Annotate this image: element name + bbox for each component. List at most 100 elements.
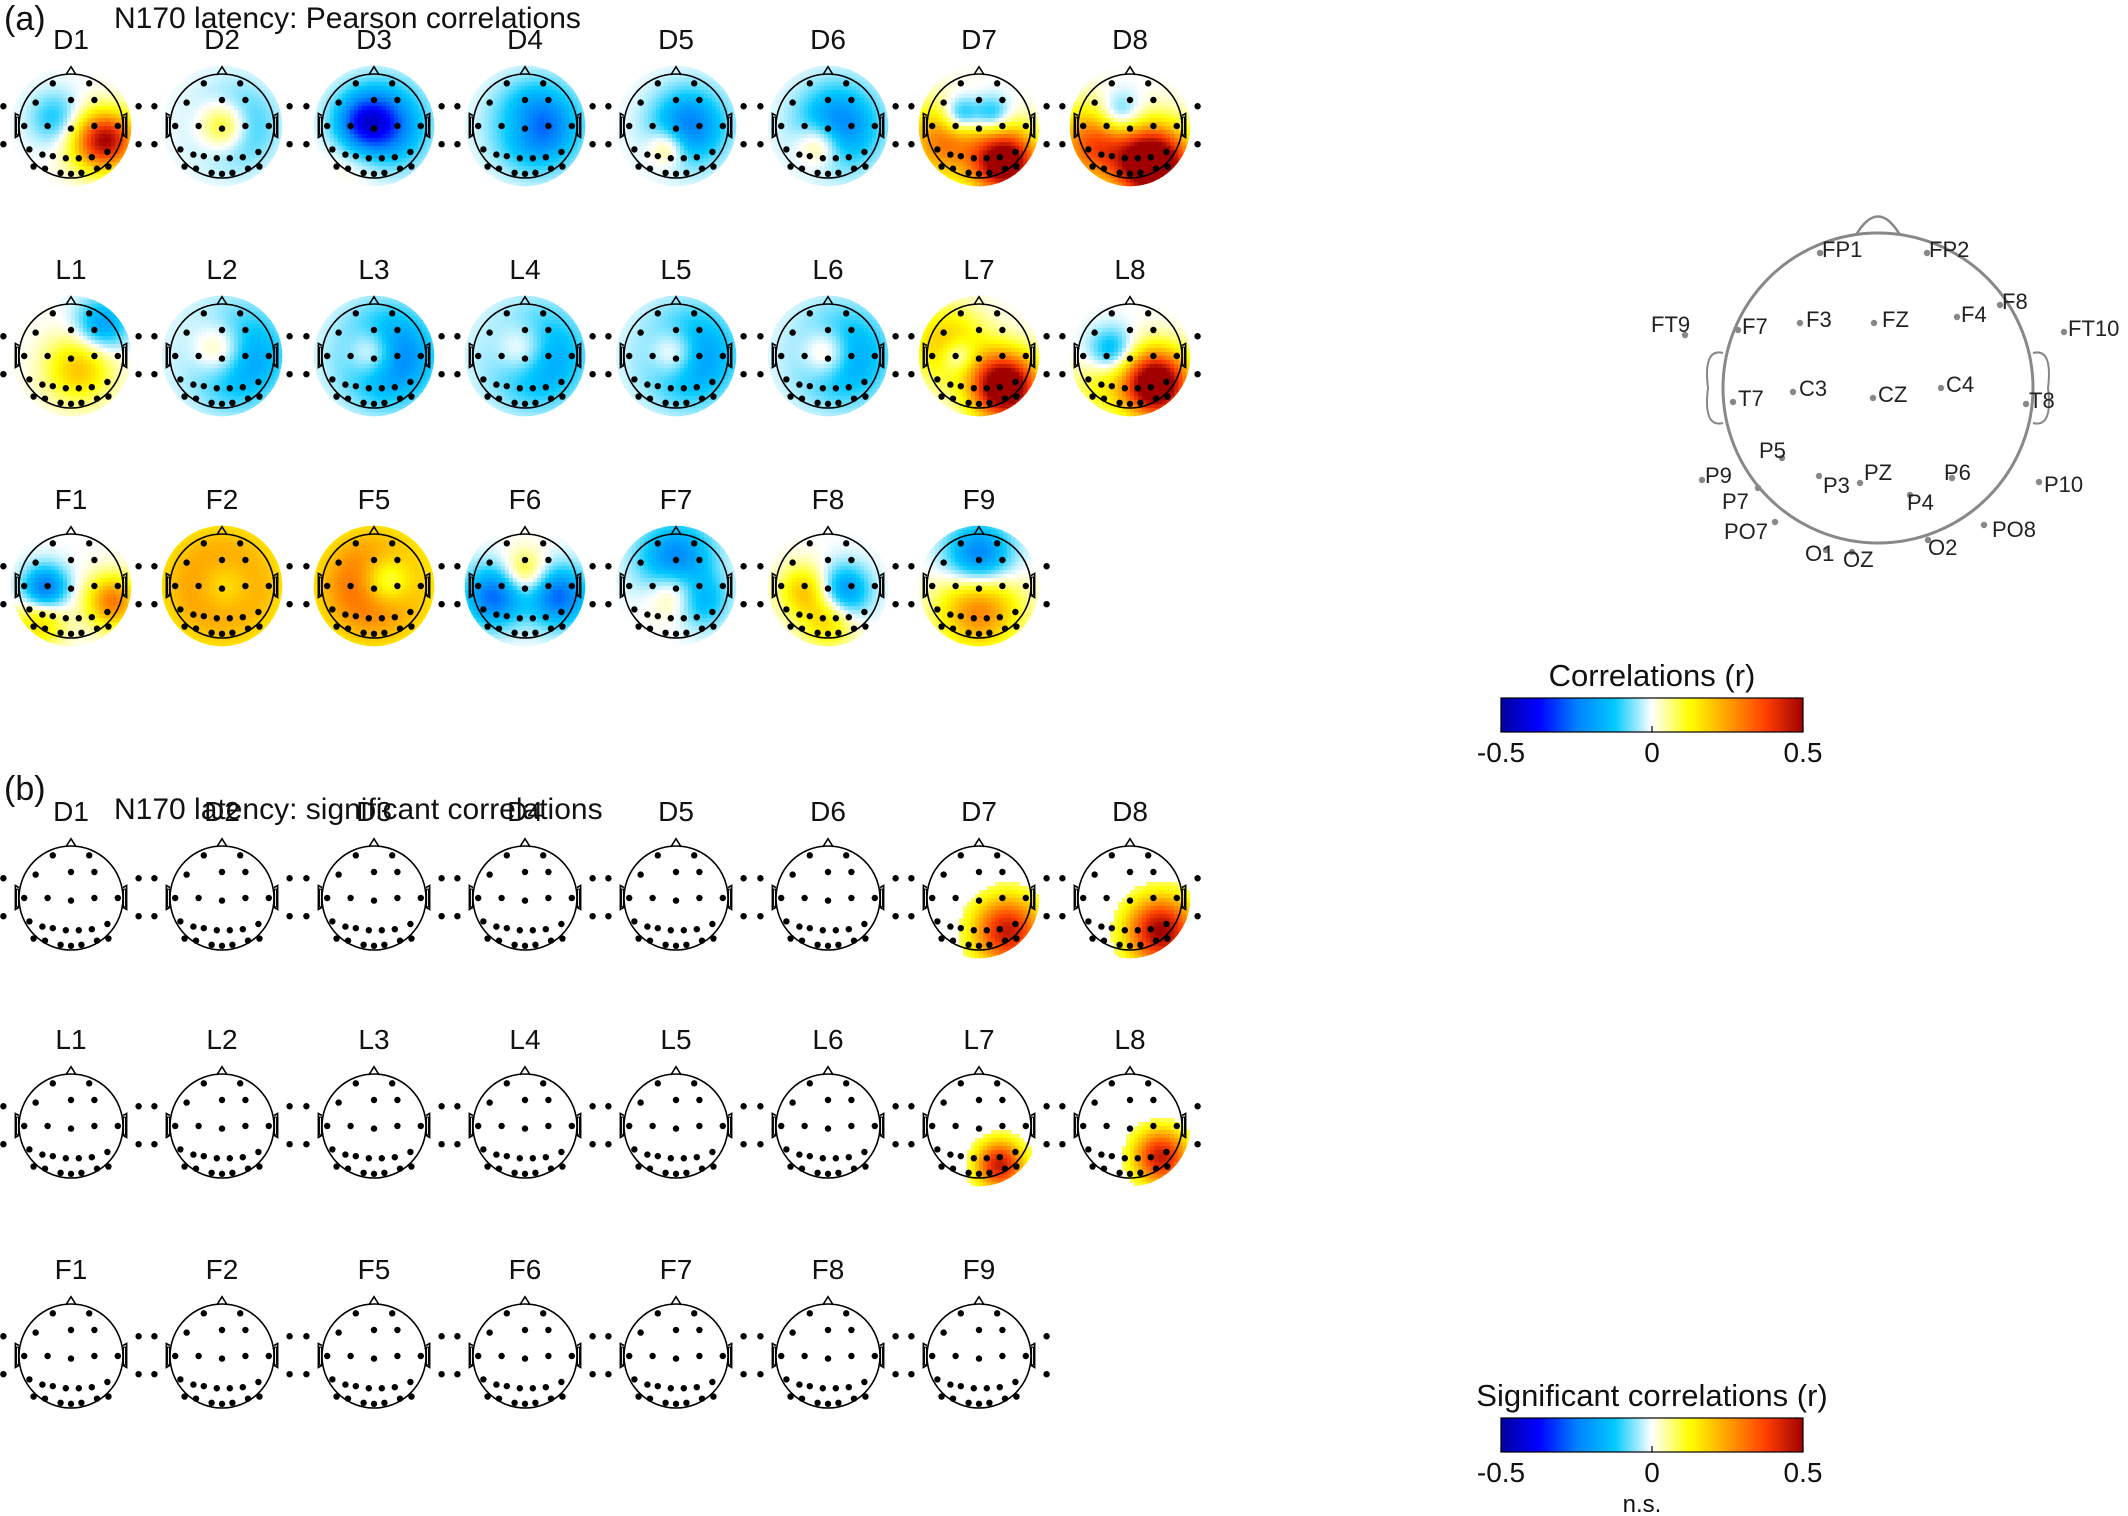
- electrode-dot: [1698, 476, 1706, 484]
- topomap-label: L5: [660, 1024, 691, 1055]
- topomap-label: D6: [810, 796, 846, 827]
- topomap-label: L7: [963, 254, 994, 285]
- topomap-D7: D7: [908, 796, 1050, 959]
- panel-a-title: N170 latency: Pearson correlations: [114, 2, 581, 36]
- colorbar-a: Correlations (r) -0.5 0 0.5: [1477, 658, 1823, 768]
- electrode-dot: [1734, 326, 1742, 334]
- electrode-dot: [1870, 319, 1878, 327]
- topomap-D5: D5: [605, 24, 747, 187]
- topomap-surface: [615, 65, 737, 187]
- topomap-L7: L7: [908, 1024, 1050, 1187]
- electrode-dot: [1980, 521, 1988, 529]
- topomap-label: L4: [509, 1024, 540, 1055]
- topomap-surface: [958, 881, 1040, 959]
- topomap-label: F1: [55, 484, 88, 515]
- electrode-dot: [1869, 394, 1877, 402]
- topomap-D4: D4: [454, 796, 596, 951]
- topomap-L3: L3: [303, 254, 445, 417]
- electrode-label: P7: [1722, 489, 1749, 514]
- electrode-label: PO7: [1724, 519, 1768, 544]
- electrode-label: FT9: [1651, 312, 1690, 337]
- electrode-label: PO8: [1992, 517, 2036, 542]
- electrode-layout-diagram: FP1 FP2 F8 FT9 F7 F3 FZ F4 FT10 T7 C3 CZ C4 T8 P5 P9 P3 P…: [1651, 215, 2119, 572]
- topomap-D8: D8: [1059, 796, 1201, 959]
- topomap-L8: L8: [1059, 254, 1201, 417]
- topomap-label: L2: [206, 254, 237, 285]
- topomap-L2: L2: [151, 254, 293, 417]
- topomap-label: F2: [206, 1254, 239, 1285]
- electrode-dot: [1771, 518, 1779, 526]
- topomap-L7: L7: [908, 254, 1050, 417]
- topomap-label: D5: [658, 24, 694, 55]
- topomap-label: L7: [963, 1024, 994, 1055]
- topomap-label: L1: [55, 1024, 86, 1055]
- electrode-label: P3: [1823, 473, 1850, 498]
- topomap-L8: L8: [1059, 1024, 1201, 1187]
- electrode-dot: [2035, 478, 2043, 486]
- topomap-label: D8: [1112, 24, 1148, 55]
- topomap-L5: L5: [605, 1024, 747, 1179]
- topomap-F2: F2: [151, 484, 293, 647]
- topomap-label: F7: [660, 484, 693, 515]
- topomap-F9: F9: [908, 1254, 1050, 1409]
- electrode-label: C4: [1946, 372, 1974, 397]
- topomap-L1: L1: [0, 1024, 142, 1179]
- topomap-label: D3: [356, 796, 392, 827]
- panel-b-letter: (b): [4, 770, 46, 809]
- electrode-dot: [1906, 491, 1914, 499]
- topomap-D7: D7: [908, 24, 1050, 187]
- topomap-label: F5: [358, 484, 391, 515]
- topomap-D3: D3: [303, 796, 445, 951]
- colorbar-tick: -0.5: [1477, 737, 1525, 768]
- electrode-label: FP2: [1929, 237, 1969, 262]
- topomap-label: D2: [204, 796, 240, 827]
- electrode-label: FT10: [2068, 316, 2119, 341]
- topomap-label: F6: [509, 484, 542, 515]
- topomap-label: L6: [812, 1024, 843, 1055]
- topomap-D8: D8: [1059, 24, 1201, 187]
- electrode-label: F4: [1961, 302, 1987, 327]
- electrode-label: T7: [1738, 386, 1764, 411]
- topomap-L6: L6: [757, 1024, 899, 1179]
- electrode-label: F7: [1742, 314, 1768, 339]
- topomap-label: F9: [963, 1254, 996, 1285]
- electrode-dot: [1924, 536, 1932, 544]
- topomap-label: D5: [658, 796, 694, 827]
- electrode-label: T8: [2029, 388, 2055, 413]
- electrode-dot: [1953, 313, 1961, 321]
- topomap-L2: L2: [151, 1024, 293, 1179]
- panel-b-topomaps: D1 D2 D3 D4 D5 D6 D7 D8 L1 L2 L3 L4 L5 L6 L7 L8 F1 F2 F5 F6…: [0, 796, 1201, 1409]
- topomap-D1: D1: [0, 796, 142, 951]
- topomap-D4: D4: [454, 24, 596, 187]
- electrode-label: C3: [1799, 376, 1827, 401]
- topomap-label: D1: [53, 796, 89, 827]
- panel-b-title: N170 latency: significant correlations: [114, 793, 603, 827]
- electrode-dot: [1923, 249, 1931, 257]
- topomap-label: L6: [812, 254, 843, 285]
- topomap-label: L3: [358, 1024, 389, 1055]
- topomap-F8: F8: [757, 484, 899, 647]
- topomap-label: F9: [963, 484, 996, 515]
- electrode-label: P6: [1944, 460, 1971, 485]
- topomap-D1: D1: [0, 24, 142, 187]
- topomap-label: F2: [206, 484, 239, 515]
- topomap-label: L1: [55, 254, 86, 285]
- electrode-dot: [1815, 472, 1823, 480]
- electrode-label: FZ: [1882, 307, 1909, 332]
- topomap-label: D1: [53, 24, 89, 55]
- topomap-F7: F7: [605, 1254, 747, 1409]
- topomap-L6: L6: [757, 254, 899, 417]
- topomap-D5: D5: [605, 796, 747, 951]
- colorbar-title: Significant correlations (r): [1476, 1378, 1827, 1413]
- topomap-F6: F6: [454, 1254, 596, 1409]
- panel-a-topomaps: D1 D2 D3 D4 D5 D6 D7 D8 L1 L2 L3 L4 L5 L6 L7 L8 F1 F2 F5 F6…: [0, 24, 1201, 647]
- electrode-label: PZ: [1864, 460, 1892, 485]
- electrode-dot: [2060, 328, 2068, 336]
- topomap-label: F8: [812, 1254, 845, 1285]
- topomap-label: F7: [660, 1254, 693, 1285]
- topomap-F5: F5: [303, 484, 445, 647]
- topomap-label: F1: [55, 1254, 88, 1285]
- electrode-label: P9: [1705, 463, 1732, 488]
- topomap-label: D7: [961, 24, 997, 55]
